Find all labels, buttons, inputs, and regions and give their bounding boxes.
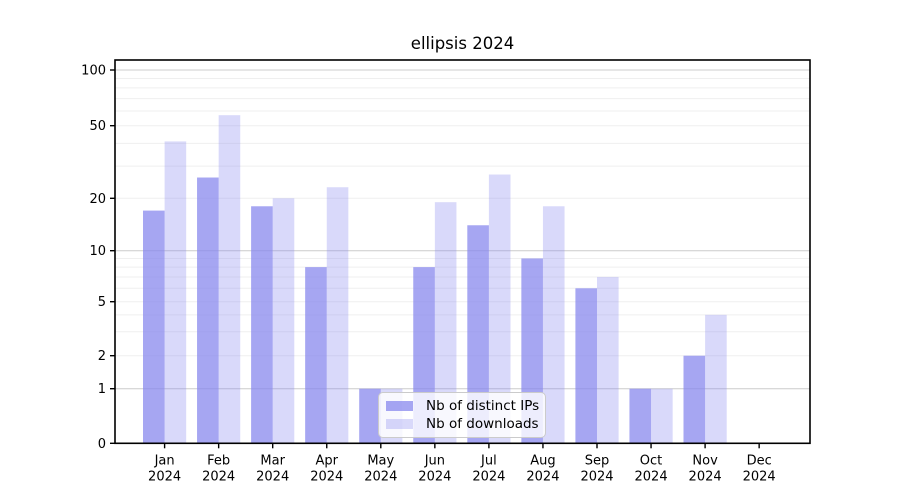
- legend-swatch-distinct-ips: [386, 401, 413, 411]
- y-tick-label: 50: [89, 119, 106, 134]
- x-tick-label-month: Dec: [747, 453, 772, 468]
- bar-nb-of-downloads: [434, 202, 457, 444]
- y-tick-label: 100: [81, 64, 106, 79]
- x-tick-label-month: Sep: [585, 453, 610, 468]
- legend-item: Nb of downloads: [386, 416, 539, 432]
- x-tick-label-year: 2024: [743, 469, 776, 484]
- x-tick-label-year: 2024: [310, 469, 343, 484]
- legend-label-distinct-ips: Nb of distinct IPs: [426, 398, 540, 414]
- bar-nb-of-downloads: [272, 198, 295, 444]
- x-tick-label-year: 2024: [689, 469, 722, 484]
- bar-nb-of-downloads: [597, 276, 619, 444]
- bar-nb-of-distinct-ips: [575, 288, 597, 444]
- chart-title: ellipsis 2024: [410, 34, 515, 53]
- y-tick-label: 1: [98, 382, 106, 397]
- x-tick-label-year: 2024: [526, 469, 559, 484]
- bar-nb-of-downloads: [651, 388, 673, 444]
- x-tick-label-year: 2024: [202, 469, 235, 484]
- axes-spines: [114, 59, 811, 445]
- x-tick-label-month: Jun: [424, 453, 445, 468]
- bar-nb-of-distinct-ips: [251, 206, 273, 444]
- legend-swatch-downloads: [386, 419, 413, 429]
- x-tick-label-month: Feb: [207, 453, 230, 468]
- bar-nb-of-distinct-ips: [305, 267, 327, 444]
- x-tick-label-month: Jan: [154, 453, 175, 468]
- x-tick-label-month: Apr: [316, 453, 339, 468]
- bar-nb-of-downloads: [542, 206, 565, 444]
- bar-nb-of-downloads: [218, 115, 241, 444]
- x-tick-label-year: 2024: [580, 469, 613, 484]
- x-tick-label-month: Nov: [692, 453, 718, 468]
- y-tick-label: 2: [98, 349, 106, 364]
- legend-item: Nb of distinct IPs: [386, 398, 540, 414]
- x-tick-label-year: 2024: [256, 469, 289, 484]
- bar-nb-of-distinct-ips: [467, 225, 489, 444]
- x-tick-label-year: 2024: [635, 469, 668, 484]
- bar-nb-of-distinct-ips: [683, 355, 706, 444]
- x-tick-label-year: 2024: [364, 469, 397, 484]
- x-tick-label-month: May: [367, 453, 394, 468]
- y-tick-label: 5: [98, 295, 106, 310]
- y-tick-label: 10: [89, 244, 106, 259]
- bar-nb-of-distinct-ips: [629, 388, 652, 444]
- bar-nb-of-downloads: [326, 187, 349, 444]
- y-tick-label: 20: [89, 192, 106, 207]
- x-tick-label-month: Mar: [260, 453, 285, 468]
- x-tick-label-month: Aug: [530, 453, 555, 468]
- legend-label-downloads: Nb of downloads: [426, 416, 539, 432]
- legend: Nb of distinct IPs Nb of downloads: [378, 392, 546, 438]
- x-tick-label-year: 2024: [148, 469, 181, 484]
- x-tick-label-year: 2024: [418, 469, 451, 484]
- bar-nb-of-distinct-ips: [143, 210, 165, 444]
- x-tick-label-month: Oct: [640, 453, 662, 468]
- y-tick-label: 0: [98, 437, 106, 452]
- bar-nb-of-downloads: [164, 141, 187, 444]
- x-tick-label-year: 2024: [472, 469, 505, 484]
- bar-nb-of-downloads: [705, 314, 727, 444]
- x-tick-label-month: Jul: [480, 453, 497, 468]
- bar-nb-of-distinct-ips: [359, 388, 381, 444]
- bar-nb-of-distinct-ips: [197, 177, 219, 444]
- bar-nb-of-downloads: [488, 174, 511, 444]
